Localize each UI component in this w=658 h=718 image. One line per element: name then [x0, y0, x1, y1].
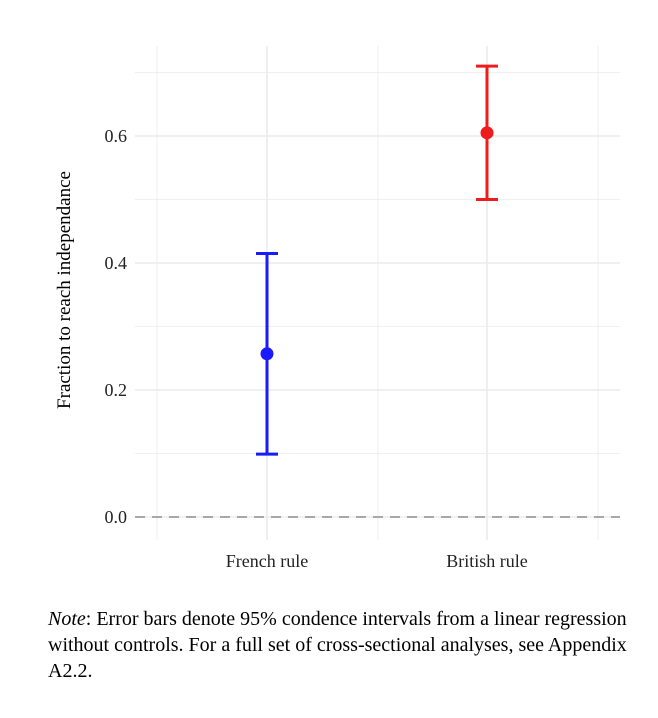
error-bar-group	[476, 64, 498, 201]
y-tick-labels: 0.0 0.2 0.4 0.6	[105, 126, 128, 527]
error-bar-group	[256, 251, 278, 456]
y-axis-title: Fraction to reach independance	[54, 171, 75, 409]
note-text: : Error bars denote 95% condence interva…	[48, 608, 627, 682]
chart: 0.0 0.2 0.4 0.6 French rule British rule Fra…	[54, 46, 620, 571]
point-estimate	[480, 126, 494, 140]
x-tick-labels: French rule British rule	[226, 551, 528, 571]
figure-note: Note: Error bars denote 95% condence int…	[48, 606, 638, 684]
point-estimate	[260, 347, 274, 361]
y-tick-label: 0.0	[105, 507, 128, 527]
y-tick-label: 0.2	[105, 380, 128, 400]
y-tick-label: 0.6	[105, 126, 128, 146]
x-tick-label: British rule	[446, 551, 528, 571]
data-marks	[256, 64, 498, 456]
grid-layer	[135, 46, 620, 540]
y-tick-label: 0.4	[105, 253, 128, 273]
note-label: Note	[48, 608, 86, 630]
x-tick-label: French rule	[226, 551, 308, 571]
